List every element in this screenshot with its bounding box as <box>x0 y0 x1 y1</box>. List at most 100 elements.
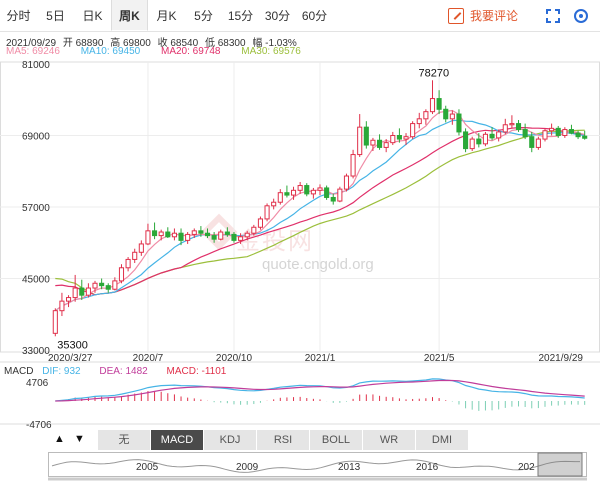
candle-body <box>152 230 158 237</box>
candle-body <box>218 231 224 240</box>
candle-body <box>324 187 330 198</box>
info-close: 收 68540 <box>157 38 199 49</box>
ma10-label: MA10: 69450 <box>80 46 141 57</box>
tab-5min[interactable]: 5分 <box>194 9 213 23</box>
candle-body <box>396 135 402 140</box>
candle-body <box>191 230 197 235</box>
x-tick-label: 2021/5 <box>424 353 455 364</box>
navigator-year-label: 2016 <box>416 462 439 473</box>
candle-body <box>403 136 409 140</box>
candle-body <box>496 131 502 139</box>
candle-body <box>509 123 515 126</box>
candle-body <box>463 131 469 150</box>
ma-legend: MA5: 69246 MA10: 69450 MA20: 69748 MA30:… <box>6 46 319 57</box>
candle-body <box>390 135 396 144</box>
candle-body <box>469 138 475 150</box>
tab-weekly-k[interactable]: 周K <box>111 0 148 31</box>
candle-body <box>317 187 323 191</box>
dea-line <box>55 379 585 402</box>
candle-body <box>72 287 78 299</box>
candle-body <box>436 98 442 110</box>
indicator-boll[interactable]: BOLL <box>310 430 363 450</box>
candle-body <box>271 201 277 207</box>
candle-body <box>449 113 455 120</box>
dea-label: DEA: 1482 <box>99 366 148 377</box>
macd-tick-label: 4706 <box>26 378 49 389</box>
navigator-year-label: 2013 <box>338 462 361 473</box>
candle-body <box>277 192 283 203</box>
candle-body <box>582 135 588 139</box>
y-tick-label: 33000 <box>22 346 50 357</box>
candle-body <box>515 123 522 131</box>
candle-body <box>297 185 303 191</box>
indicator-none[interactable]: 无 <box>98 430 151 450</box>
indicator-bar: 无 MACD KDJ RSI BOLL WR DMI <box>98 430 469 450</box>
tab-daily-k[interactable]: 日K <box>82 9 103 23</box>
candle-body <box>211 235 217 240</box>
macd-title: MACD <box>4 366 34 377</box>
navigator-line <box>51 459 580 473</box>
ohlc-info-row: 2021/09/29 开 68890 高 69800 收 68540 低 683… <box>6 34 301 49</box>
tab-monthly-k[interactable]: 月K <box>156 9 177 23</box>
candle-body <box>52 310 58 334</box>
candle-body <box>476 138 482 145</box>
indicator-macd[interactable]: MACD <box>151 430 204 450</box>
arrow-down-icon[interactable]: ▼ <box>74 433 85 445</box>
navigator-box <box>48 452 587 477</box>
indicator-wr[interactable]: WR <box>363 430 416 450</box>
candle-body <box>224 231 230 235</box>
candle-body <box>535 138 541 148</box>
candle-body <box>204 232 211 237</box>
candle-body <box>350 154 356 177</box>
candle-body <box>284 192 290 196</box>
candle-body <box>529 136 535 148</box>
candle-body <box>290 189 297 196</box>
candle-body <box>59 300 65 312</box>
info-low: 低 68300 <box>204 38 246 49</box>
candle-body <box>79 287 85 296</box>
ma5-label: MA5: 69246 <box>6 46 60 57</box>
candle-body <box>410 123 416 138</box>
candle-body <box>132 251 138 260</box>
indicator-dmi[interactable]: DMI <box>416 430 469 450</box>
indicator-kdj[interactable]: KDJ <box>204 430 257 450</box>
candle-body <box>310 189 316 195</box>
tab-15min[interactable]: 15分 <box>227 9 254 23</box>
navigator-year-label: 2009 <box>236 462 259 473</box>
tab-5day[interactable]: 5日 <box>46 9 65 23</box>
arrow-up-icon[interactable]: ▲ <box>54 433 65 445</box>
candle-body <box>429 98 436 113</box>
candle-body <box>304 185 310 195</box>
tab-60min[interactable]: 60分 <box>301 9 328 23</box>
candle-body <box>257 218 263 228</box>
candle-body <box>522 129 528 138</box>
x-tick-label: 2020/3/27 <box>48 353 93 364</box>
watermark-url: quote.cngold.org <box>262 256 374 273</box>
info-high: 高 69800 <box>110 38 151 49</box>
tab-30min[interactable]: 30分 <box>264 9 291 23</box>
indicator-rsi[interactable]: RSI <box>257 430 310 450</box>
navigator-year-label: 2005 <box>136 462 159 473</box>
ma10-line <box>54 119 585 312</box>
candle-body <box>145 230 151 245</box>
fullscreen-icon[interactable] <box>546 8 560 23</box>
candle-body <box>92 282 98 289</box>
candle-body <box>165 231 171 238</box>
candle-body <box>377 139 383 148</box>
candle-body <box>198 230 204 234</box>
max-price-annotation: 78270 <box>418 67 449 79</box>
info-open: 开 68890 <box>62 38 104 49</box>
candle-body <box>489 133 495 139</box>
x-tick-label: 2021/1 <box>305 353 336 364</box>
candle-body <box>568 129 575 134</box>
navigator-year-label: 202 <box>518 462 535 473</box>
candle-body <box>251 226 257 234</box>
candle-body <box>178 232 184 241</box>
comment-button[interactable]: 我要评论 <box>447 7 546 24</box>
gear-icon[interactable] <box>574 8 588 23</box>
tab-intraday[interactable]: 分时 <box>6 9 31 23</box>
candle-body <box>118 267 125 282</box>
edit-icon <box>447 7 464 24</box>
candle-body <box>85 287 91 296</box>
